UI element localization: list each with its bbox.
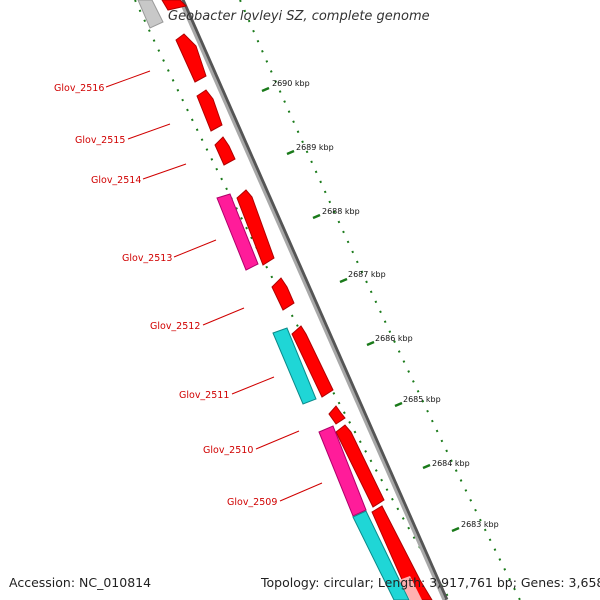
gene-leader-line <box>279 482 323 502</box>
scale-label: 2689 kbp <box>296 143 334 152</box>
gene-feature <box>196 89 223 132</box>
scale-tick <box>366 340 375 347</box>
genome-backbone <box>178 0 446 600</box>
genome-backbone-shadow <box>179 0 449 600</box>
gene-feature <box>328 405 346 425</box>
gene-feature <box>236 189 275 266</box>
gene-leader-line <box>105 70 151 88</box>
gene-label: Glov_2512 <box>150 321 200 332</box>
scale-label: 2687 kbp <box>348 270 386 279</box>
gene-label: Glov_2516 <box>54 83 104 94</box>
scale-tick <box>312 213 321 220</box>
gene-feature-magenta <box>318 425 367 517</box>
gene-feature <box>161 0 187 11</box>
gene-label: Glov_2511 <box>179 390 229 401</box>
gene-feature <box>335 424 385 508</box>
gene-feature <box>271 277 295 311</box>
gene-feature <box>175 33 207 83</box>
gene-label: Glov_2510 <box>203 445 253 456</box>
gene-feature <box>214 136 236 166</box>
scale-ticks <box>261 86 460 533</box>
gene-feature <box>291 325 334 398</box>
gene-leader-line <box>255 430 300 450</box>
gene-leader-line <box>202 307 245 326</box>
gene-label: Glov_2514 <box>91 175 141 186</box>
scale-label: 2688 kbp <box>322 207 360 216</box>
gene-leader-line <box>231 376 275 395</box>
scale-label: 2690 kbp <box>272 79 310 88</box>
gene-label: Glov_2509 <box>227 497 277 508</box>
gene-label-leaders <box>105 70 323 502</box>
scale-tick <box>422 463 431 470</box>
forward-strand-genes <box>161 0 433 600</box>
scale-label: 2683 kbp <box>461 520 499 529</box>
scale-label: 2684 kbp <box>432 459 470 468</box>
gene-feature-magenta <box>216 193 259 271</box>
scale-label: 2686 kbp <box>375 334 413 343</box>
scale-tick <box>394 401 403 408</box>
grey-feature <box>137 0 164 29</box>
scale-tick <box>286 149 295 156</box>
gene-leader-line <box>173 239 217 258</box>
scale-label: 2685 kbp <box>403 395 441 404</box>
gene-feature-cyan <box>352 510 410 600</box>
scale-tick <box>261 86 270 93</box>
gene-label: Glov_2515 <box>75 135 125 146</box>
accession-text: Accession: NC_010814 <box>9 575 152 590</box>
gene-feature-pink <box>399 576 422 600</box>
gene-label: Glov_2513 <box>122 253 172 264</box>
gene-leader-line <box>127 123 171 140</box>
scale-tick <box>451 526 460 533</box>
gene-leader-line <box>142 163 187 180</box>
topology-text: Topology: circular; Length: 3,917,761 bp… <box>261 575 600 590</box>
genome-title: Geobacter lovleyi SZ, complete genome <box>168 9 430 24</box>
scale-tick <box>339 277 348 284</box>
gene-feature-cyan <box>272 327 317 405</box>
